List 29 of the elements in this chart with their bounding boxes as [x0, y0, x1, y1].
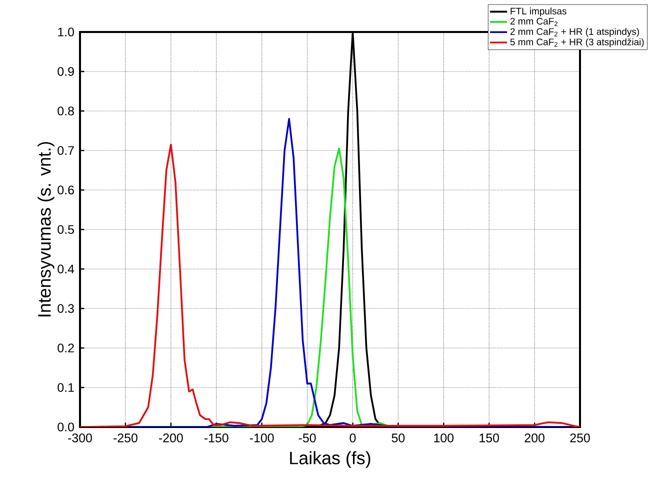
x-axis-title: Laikas (fs) — [290, 451, 370, 468]
x-tick-label: -50 — [298, 434, 316, 442]
y-tick-label: 0.2 — [58, 344, 74, 352]
x-tick-label: 200 — [524, 434, 544, 442]
y-tick-label: 0.6 — [58, 186, 74, 194]
legend-label: 2 mm CaF$_{2}$ + HR (1 atspindys) — [510, 28, 639, 37]
y-tick-label: 0.0 — [58, 422, 74, 432]
y-tick-label: 0.5 — [58, 225, 74, 234]
legend-label: 2 mm CaF$_{2}$ — [510, 18, 558, 26]
y-tick-label: 0.1 — [58, 383, 74, 392]
x-tick-label: -300 — [68, 434, 92, 442]
x-tick-label: 250 — [570, 434, 590, 442]
x-tick-label: 50 — [392, 434, 405, 442]
y-tick-label: 0.4 — [58, 264, 74, 274]
x-tick-label: -150 — [204, 434, 228, 442]
x-tick-label: 150 — [480, 434, 499, 442]
y-tick-label: 0.7 — [58, 146, 74, 155]
x-tick-label: -250 — [114, 434, 138, 442]
y-tick-label: 1.0 — [58, 28, 74, 36]
x-tick-label: -200 — [158, 434, 183, 442]
y-tick-label: 0.8 — [58, 106, 74, 116]
x-tick-label: -100 — [250, 434, 274, 442]
x-tick-label: 0 — [350, 434, 356, 442]
x-tick-label: 100 — [434, 434, 454, 442]
legend-label: FTL impulsas — [510, 8, 566, 16]
legend-label: 5 mm CaF$_{2}$ + HR (3 atspindžiai) — [510, 38, 644, 48]
y-tick-label: 0.3 — [58, 304, 74, 313]
y-tick-label: 0.9 — [58, 67, 74, 76]
y-axis-title: Intensyvumas (s. vnt.) — [38, 142, 54, 316]
